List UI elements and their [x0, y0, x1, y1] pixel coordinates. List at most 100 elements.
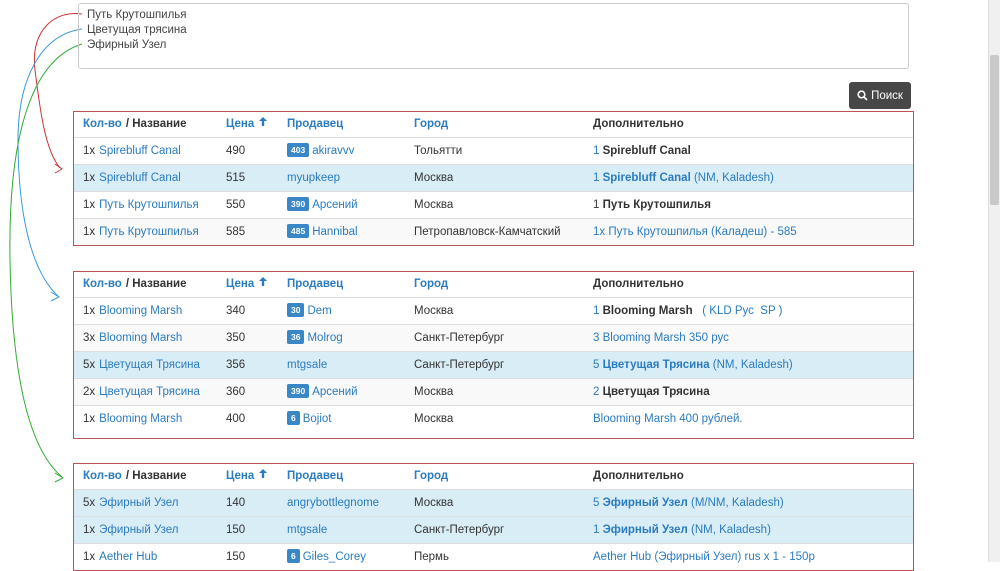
extra-cell: 5 Цветущая Трясина (NM, Kaladesh) [593, 352, 793, 378]
extra-text[interactable]: 5 [593, 359, 603, 371]
extra-text[interactable]: 1 [593, 305, 603, 317]
table-row: 5x Эфирный Узел 140 angrybottlegnome Москва 5… [74, 489, 913, 516]
card-name[interactable]: Blooming Marsh [99, 413, 183, 425]
extra-text[interactable]: Aether Hub (Эфирный Узел) rus x 1 - 150р [593, 551, 815, 563]
card-name[interactable]: Blooming Marsh [99, 305, 183, 317]
header-price-label[interactable]: Цена [226, 118, 255, 130]
table-row: 1x Spirebluff Canal 515 myupkeep Москва 1 Spi… [74, 164, 913, 191]
price-cell: 550 [226, 192, 245, 218]
price-cell: 515 [226, 165, 245, 191]
price: 150 [226, 524, 246, 536]
extra-text[interactable]: 5 [593, 497, 603, 509]
table-row: 1x Aether Hub 150 6 Giles_Corey Пермь Aether H… [74, 543, 913, 570]
table-row: 1x Эфирный Узел 150 mtgsale Санкт-Петербург 1… [74, 516, 913, 543]
header-qty[interactable]: Кол-во [83, 470, 122, 482]
extra-text[interactable]: Spirebluff Canal [602, 172, 691, 184]
price-cell: 360 [226, 379, 245, 405]
seller[interactable]: akiravvv [312, 145, 355, 157]
price-cell: 140 [226, 490, 245, 516]
extra-text[interactable]: 3 Blooming Marsh 350 рус [593, 332, 729, 344]
seller[interactable]: Hannibal [312, 226, 358, 238]
seller-cell: mtgsale [287, 352, 327, 378]
extra-text: Цветущая Трясина [602, 386, 710, 398]
seller[interactable]: Molrog [307, 332, 343, 344]
header-extra: Дополнительно [593, 118, 684, 130]
qty: 3x [83, 332, 96, 344]
header-qty[interactable]: Кол-во [83, 118, 122, 130]
search-textarea[interactable]: Путь Крутошпилья Цветущая трясина Эфирный … [78, 3, 909, 69]
seller[interactable]: Bojiot [302, 413, 332, 425]
city-cell: Санкт-Петербург [414, 325, 504, 351]
header-price: Цена [226, 272, 268, 296]
price-cell: 350 [226, 325, 245, 351]
card-name[interactable]: Эфирный Узел [99, 524, 179, 536]
extra-text[interactable]: 1 [593, 172, 603, 184]
extra-text[interactable]: (NM, Kaladesh) [709, 359, 793, 371]
search-icon [857, 90, 868, 101]
seller[interactable]: myupkeep [287, 172, 341, 184]
header-price-label[interactable]: Цена [226, 278, 255, 290]
qty-name-cell: 1x Путь Крутошпилья [83, 219, 199, 245]
header-price: Цена [226, 112, 268, 136]
card-name[interactable]: Эфирный Узел [99, 497, 179, 509]
seller-cell: 30 Dem [287, 298, 332, 324]
seller-badge: 390 [287, 384, 310, 398]
header-name: / Название [125, 278, 187, 290]
header-seller[interactable]: Продавец [287, 470, 344, 482]
seller[interactable]: angrybottlegnome [287, 497, 380, 509]
card-name[interactable]: Aether Hub [99, 551, 158, 563]
extra-text[interactable]: 1 [593, 145, 600, 157]
card-name[interactable]: Цветущая Трясина [99, 386, 200, 398]
seller[interactable]: Dem [307, 305, 332, 317]
card-name[interactable]: Путь Крутошпилья [99, 226, 199, 238]
city: Санкт-Петербург [414, 524, 505, 536]
seller-badge: 6 [287, 549, 300, 563]
card-name[interactable]: Путь Крутошпилья [99, 199, 199, 211]
table-row: 1x Spirebluff Canal 490 403 akiravvv Тольятти… [74, 137, 913, 164]
city: Москва [414, 199, 454, 211]
table-row: 1x Blooming Marsh 400 6 Bojiot Москва Blooming… [74, 405, 913, 432]
card-name[interactable]: Spirebluff Canal [99, 172, 181, 184]
extra-text[interactable]: (M/NM, Kaladesh) [687, 497, 784, 509]
scroll-thumb[interactable] [990, 55, 999, 205]
seller[interactable]: mtgsale [287, 524, 328, 536]
qty-name-cell: 5x Цветущая Трясина [83, 352, 200, 378]
seller-cell: mtgsale [287, 517, 327, 543]
card-name[interactable]: Цветущая Трясина [99, 359, 200, 371]
seller-cell: 390 Арсений [287, 192, 358, 218]
price-cell: 150 [226, 517, 245, 543]
header-qty[interactable]: Кол-во [83, 278, 122, 290]
header-city[interactable]: Город [414, 278, 449, 290]
extra-text[interactable]: (NM, Kaladesh) [690, 172, 774, 184]
extra-text[interactable]: Эфирный Узел [602, 497, 688, 509]
header-seller[interactable]: Продавец [287, 278, 344, 290]
extra-text[interactable]: 1x Путь Крутошпилья (Каладеш) - 585 [593, 226, 797, 238]
header-city-cell: Город [414, 112, 448, 136]
header-price-label[interactable]: Цена [226, 470, 255, 482]
seller[interactable]: Giles_Corey [302, 551, 367, 563]
search-button[interactable]: Поиск [849, 82, 911, 109]
extra-text[interactable]: 2 [593, 386, 603, 398]
seller-badge: 36 [287, 330, 305, 344]
city: Тольятти [414, 145, 463, 157]
extra-cell: 3 Blooming Marsh 350 рус [593, 325, 729, 351]
card-name[interactable]: Spirebluff Canal [99, 145, 181, 157]
city-cell: Тольятти [414, 138, 462, 164]
textarea-line: Цветущая трясина [87, 24, 187, 36]
header-city[interactable]: Город [414, 118, 449, 130]
seller[interactable]: Арсений [312, 386, 358, 398]
extra-text[interactable]: Цветущая Трясина [602, 359, 710, 371]
extra-text[interactable]: Blooming Marsh 400 рублей. [593, 413, 743, 425]
header-city[interactable]: Город [414, 470, 449, 482]
extra-text[interactable]: Эфирный Узел [602, 524, 688, 536]
seller-badge: 30 [287, 303, 305, 317]
extra-text[interactable]: ( KLD Рус SP ) [692, 305, 783, 317]
seller[interactable]: Арсений [312, 199, 358, 211]
seller[interactable]: mtgsale [287, 359, 328, 371]
table-row: 3x Blooming Marsh 350 36 Molrog Санкт-Петербу… [74, 324, 913, 351]
extra-text[interactable]: (NM, Kaladesh) [687, 524, 771, 536]
card-name[interactable]: Blooming Marsh [99, 332, 183, 344]
table-header: Кол-во / Название Цена Продавец Город Дополни… [74, 272, 913, 297]
extra-text[interactable]: 1 [593, 524, 603, 536]
header-seller[interactable]: Продавец [287, 118, 344, 130]
